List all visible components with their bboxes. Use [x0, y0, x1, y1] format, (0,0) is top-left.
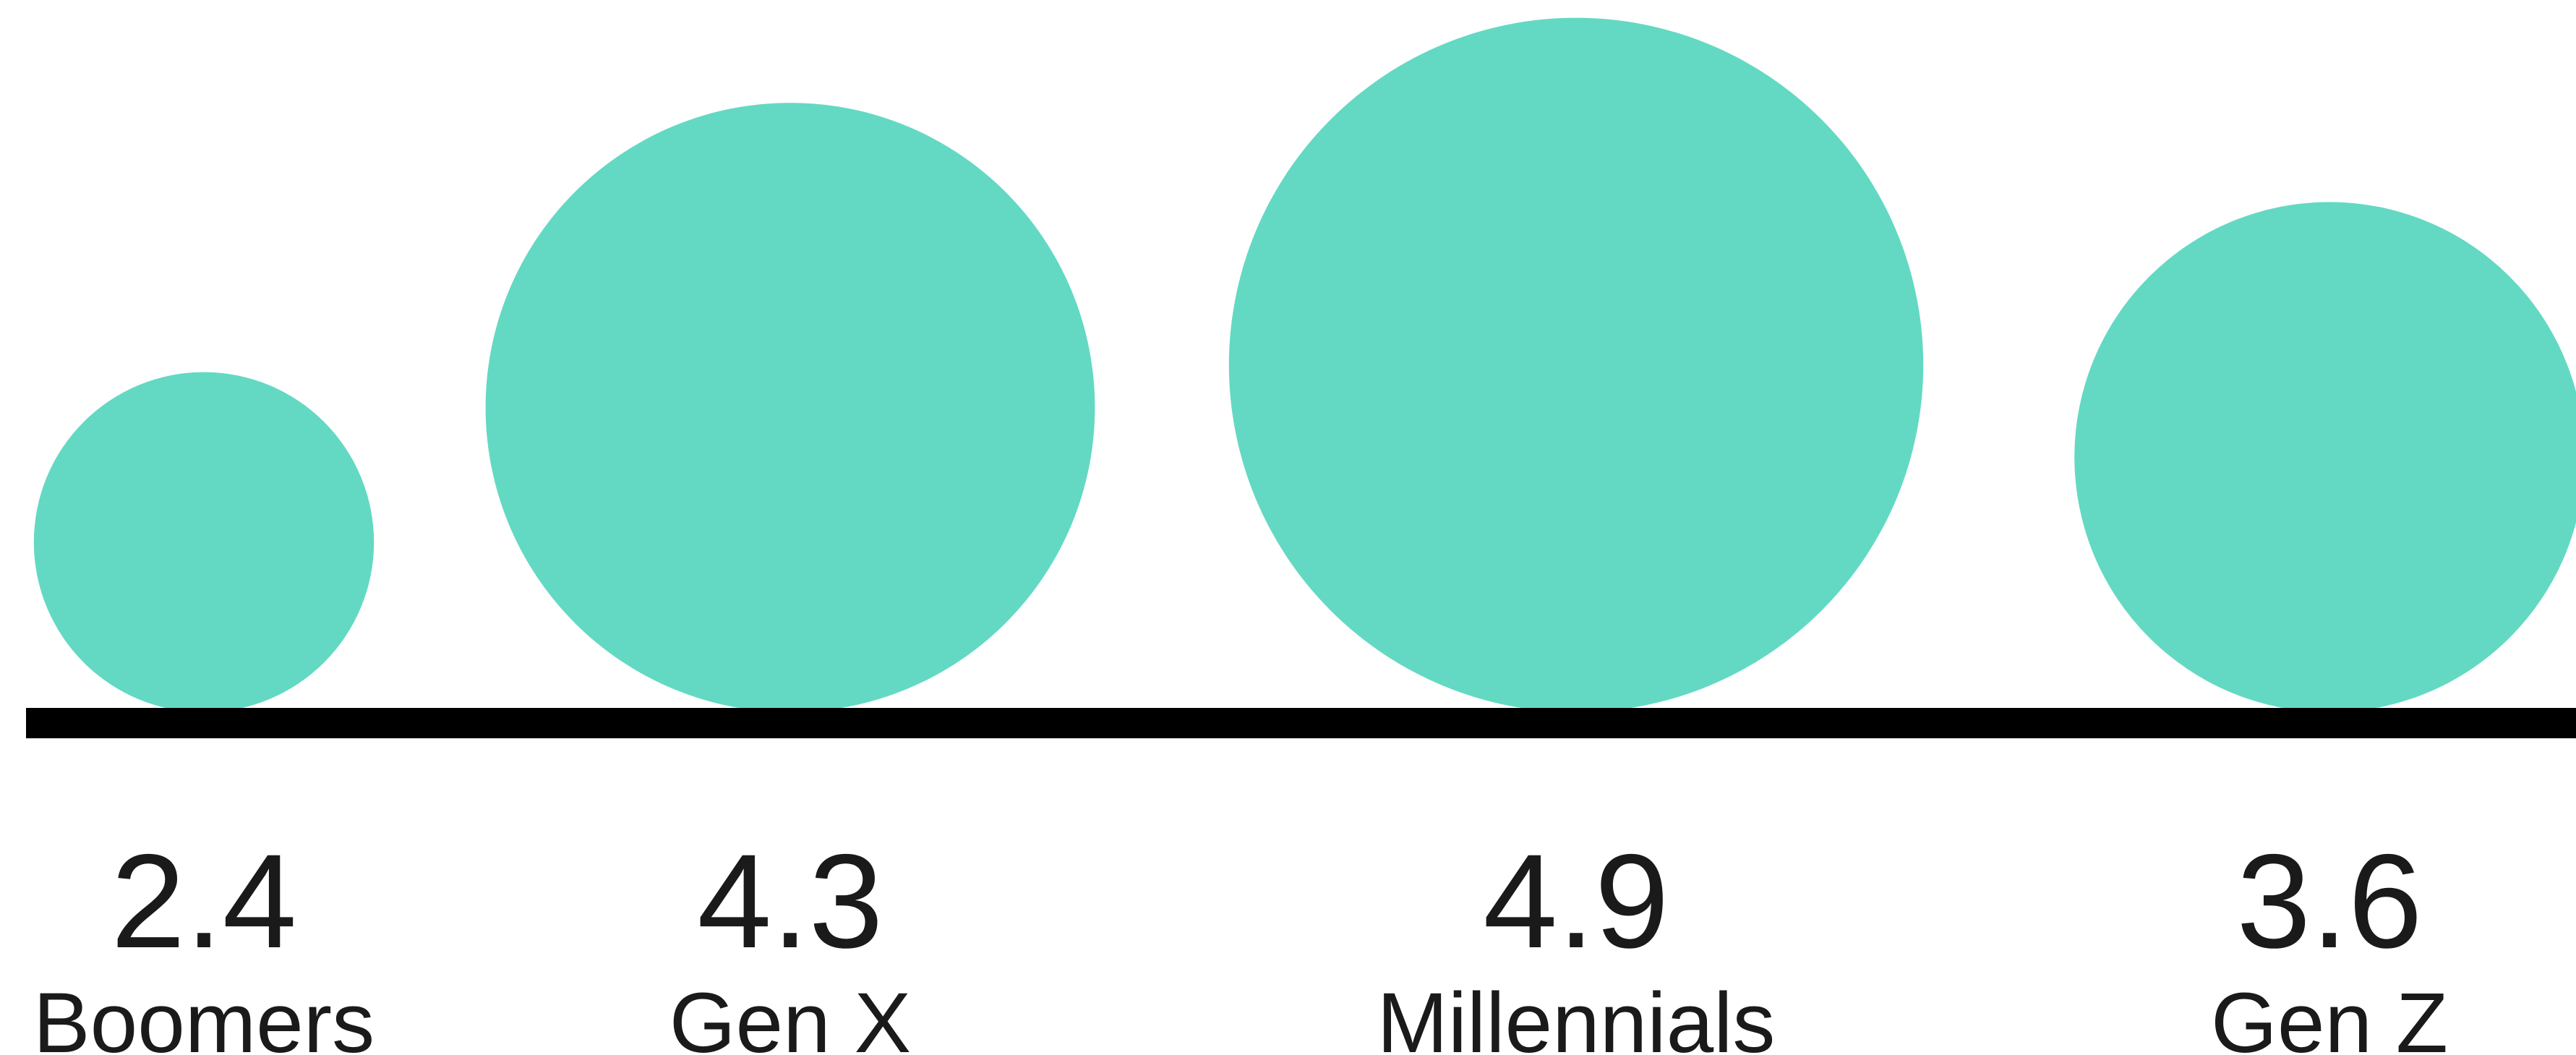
category-label: Boomers — [33, 975, 375, 1055]
category-label: Gen Z — [2211, 975, 2448, 1055]
bubble-boomers — [33, 372, 375, 712]
value-label: 4.9 — [1483, 827, 1669, 976]
bubbles-layer — [33, 17, 2576, 713]
value-label: 4.3 — [697, 827, 883, 976]
category-label: Millennials — [1377, 975, 1776, 1055]
value-label: 3.6 — [2236, 827, 2422, 976]
category-label: Gen X — [669, 975, 912, 1055]
bubble-gen-z — [2074, 202, 2576, 712]
bubble-millennials — [1228, 17, 1924, 712]
baseline — [26, 708, 2576, 738]
value-label: 2.4 — [111, 827, 296, 976]
bubble-gen-x — [485, 103, 1095, 713]
